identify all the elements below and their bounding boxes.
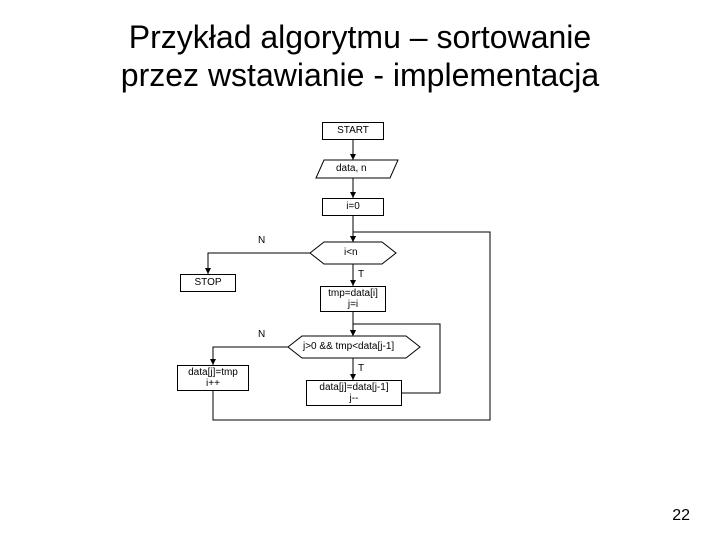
label-cond2-T: T: [358, 363, 364, 374]
node-assign3-l2: i++: [206, 378, 220, 390]
node-assign1: tmp=data[i] j=i: [320, 286, 386, 312]
node-start: START: [322, 122, 384, 140]
page-number: 22: [672, 507, 690, 525]
node-assign2: data[j]=data[j-1] j--: [306, 380, 402, 406]
node-init-label: i=0: [346, 201, 360, 213]
node-assign1-l2: j=i: [348, 299, 358, 311]
node-assign2-l2: j--: [350, 393, 359, 405]
edge-cond1n-stop: [208, 253, 310, 274]
edge-cond2n-a3: [213, 347, 288, 365]
node-cond2-label: j>0 && tmp<data[j-1]: [303, 341, 394, 352]
label-cond2-N: N: [258, 329, 265, 340]
node-stop-label: STOP: [194, 277, 221, 289]
label-cond1-N: N: [258, 235, 265, 246]
label-cond1-T: T: [358, 269, 364, 280]
node-assign3-l1: data[j]=tmp: [188, 367, 238, 379]
node-assign1-l1: tmp=data[i]: [328, 288, 378, 300]
node-cond1-label: i<n: [344, 247, 358, 258]
title-line2: przez wstawianie - implementacja: [121, 57, 599, 93]
node-init: i=0: [322, 198, 384, 216]
node-start-label: START: [337, 125, 369, 137]
flowchart: START data, n i=0 i<n N T STOP tmp=data[…: [0, 110, 720, 530]
page-title: Przykład algorytmu – sortowanie przez ws…: [0, 0, 720, 105]
node-assign2-l1: data[j]=data[j-1]: [319, 382, 388, 394]
node-assign3: data[j]=tmp i++: [177, 365, 249, 391]
node-stop: STOP: [180, 274, 236, 292]
node-input-label: data, n: [336, 163, 367, 174]
title-line1: Przykład algorytmu – sortowanie: [129, 19, 591, 55]
